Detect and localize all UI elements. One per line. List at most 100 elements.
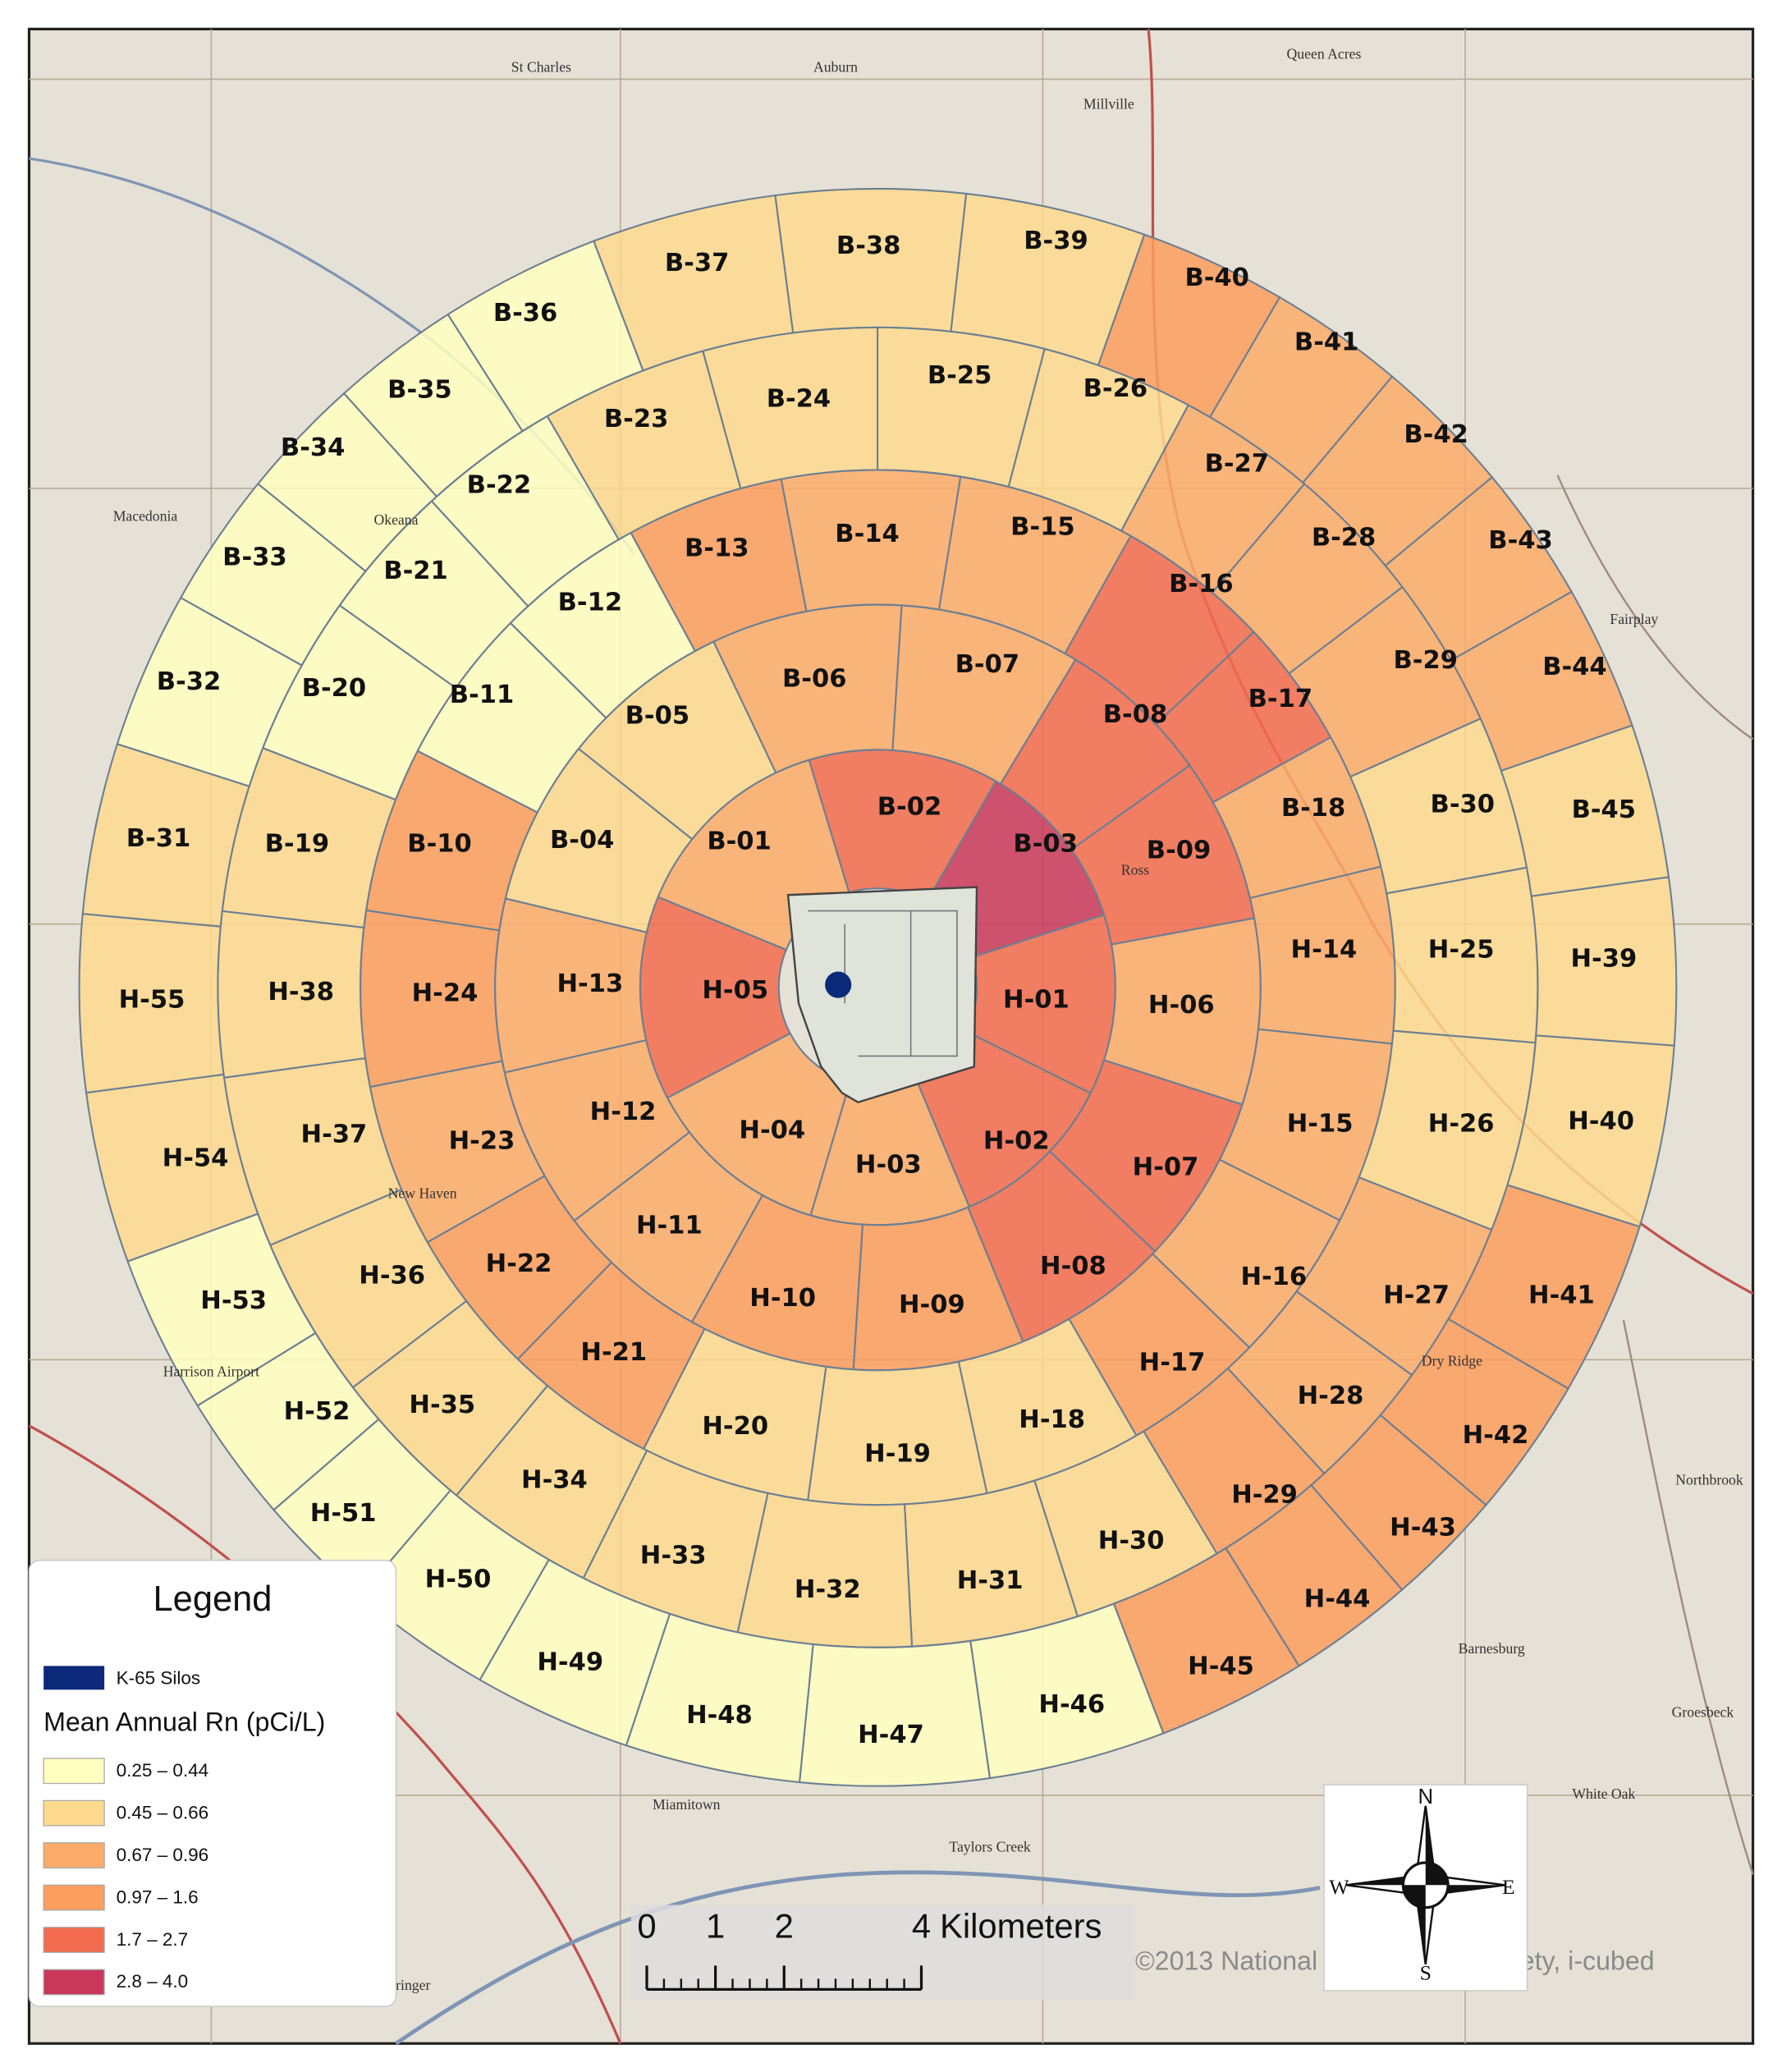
zone-label: B-33: [222, 543, 286, 572]
zone-label: H-01: [1003, 985, 1070, 1014]
scale-bar-label: 1: [706, 1906, 725, 1945]
place-name: Miamitown: [653, 1796, 721, 1813]
zone-label: H-26: [1428, 1110, 1495, 1139]
place-name: Northbrook: [1675, 1471, 1743, 1488]
legend-swatch: [43, 1842, 105, 1869]
zone-label: H-45: [1188, 1652, 1254, 1680]
zone-label: H-05: [702, 976, 768, 1005]
zone-label: H-47: [858, 1721, 924, 1749]
zone-label: H-16: [1240, 1263, 1307, 1291]
zone-label: B-12: [558, 588, 622, 617]
zone-label: H-55: [119, 985, 186, 1014]
road: [28, 1424, 622, 2044]
zone-label: B-13: [685, 534, 749, 562]
zone-label: H-43: [1390, 1514, 1456, 1543]
place-name: Fairplay: [1610, 611, 1658, 627]
place-name: New Haven: [388, 1185, 457, 1201]
zone-label: H-41: [1528, 1281, 1595, 1310]
zone-area: [798, 1639, 992, 1787]
zone-label: H-15: [1287, 1110, 1354, 1139]
zone-label: H-03: [855, 1150, 922, 1179]
zone-label: B-37: [665, 249, 729, 277]
place-name: Auburn: [813, 59, 858, 76]
legend-swatch: [43, 1969, 105, 1996]
place-name: Dry Ridge: [1422, 1353, 1482, 1369]
zone-labels: B-01 B-02 B-03 B-04 B-05 B-06 B-07 B-08 B-09 B-10…: [119, 227, 1638, 1749]
zone-label: H-51: [310, 1499, 377, 1528]
zone-label: B-25: [928, 361, 992, 390]
zone-label: B-08: [1103, 700, 1167, 729]
scale-bar-label: 2: [775, 1906, 794, 1945]
zone-label: B-05: [625, 702, 689, 731]
zone-label: B-04: [550, 826, 614, 855]
zone-label: B-06: [782, 665, 846, 694]
legend-classes: 0.25 – 0.44 0.45 – 0.66 0.67 – 0.96 0.97 – …: [43, 1758, 209, 1996]
zone-label: B-23: [604, 405, 668, 433]
zone-label: B-01: [707, 827, 771, 855]
zone-label: H-12: [590, 1098, 657, 1126]
compass-center-fill: [1403, 1862, 1449, 1908]
place-name: Okeana: [373, 511, 418, 528]
legend-label: 2.8 – 4.0: [117, 1971, 189, 1992]
legend-swatch: [43, 1884, 105, 1911]
legend-swatch: [44, 1666, 105, 1690]
zone-label: H-38: [268, 978, 334, 1006]
compass-s: S: [1420, 1961, 1432, 1985]
zone-label: B-19: [265, 830, 329, 859]
zone-label: H-07: [1133, 1153, 1199, 1182]
zone-label: B-14: [835, 520, 899, 548]
zone-label: B-39: [1024, 227, 1088, 255]
zone-label: H-50: [425, 1565, 492, 1593]
scale-bar-label: 4: [912, 1906, 931, 1945]
zone-label: B-42: [1404, 420, 1468, 449]
zone-label: B-36: [493, 299, 557, 328]
compass-w: W: [1329, 1875, 1349, 1899]
zone-label: B-11: [450, 681, 514, 709]
place-name: Millville: [1083, 96, 1134, 112]
place-name: Barnesburg: [1459, 1640, 1525, 1657]
legend-box: [28, 1559, 397, 2008]
legend-label: 0.45 – 0.66: [117, 1802, 209, 1822]
zone-label: B-20: [302, 674, 366, 703]
zone-label: H-04: [739, 1116, 805, 1145]
zone-label: H-19: [864, 1440, 931, 1469]
zone-label: B-41: [1294, 328, 1358, 357]
place-name: Queen Acres: [1287, 46, 1362, 62]
zone-label: B-45: [1572, 795, 1636, 824]
legend-swatch: [43, 1758, 105, 1785]
zone-area: [807, 1360, 988, 1506]
zone-label: B-31: [126, 824, 190, 853]
compass-rose: N S E W: [1329, 1785, 1515, 1985]
zone-label: H-30: [1098, 1527, 1165, 1556]
zone-label: H-09: [899, 1290, 965, 1319]
zone-label: H-18: [1019, 1405, 1085, 1434]
zone-label: B-15: [1010, 513, 1074, 542]
zones: [78, 187, 1678, 1787]
legend-label: K-65 Silos: [117, 1667, 201, 1688]
zone-label: H-11: [636, 1211, 703, 1240]
k65-silos: [825, 971, 852, 998]
legend-subtitle: Mean Annual Rn (pCi/L): [44, 1708, 325, 1737]
zone-label: B-40: [1184, 264, 1248, 292]
zone-label: H-20: [702, 1412, 768, 1441]
zone-label: H-13: [557, 970, 623, 998]
zone-label: H-35: [409, 1391, 475, 1419]
zone-label: H-22: [486, 1249, 552, 1278]
zone-label: H-23: [449, 1126, 515, 1155]
place-name: White Oak: [1572, 1785, 1635, 1802]
zone-label: H-33: [640, 1541, 707, 1570]
zone-label: B-32: [157, 667, 221, 696]
zone-label: B-26: [1083, 374, 1148, 403]
legend-swatch: [43, 1799, 105, 1827]
zone-label: B-18: [1281, 794, 1345, 823]
zone-label: H-52: [284, 1397, 350, 1426]
scale-bar-label: 0: [637, 1906, 656, 1945]
zone-label: H-37: [301, 1120, 368, 1148]
place-name: Macedonia: [113, 507, 178, 524]
zone-label: B-38: [836, 231, 900, 260]
zone-label: H-42: [1463, 1421, 1529, 1450]
place-names: St Charles Auburn Millville Queen Acres Mace…: [113, 46, 1743, 1994]
legend-label: 0.97 – 1.6: [117, 1886, 199, 1907]
zone-area: [78, 913, 225, 1094]
scale-bar: 0 1 2 4 Kilometers: [637, 1906, 1102, 1991]
